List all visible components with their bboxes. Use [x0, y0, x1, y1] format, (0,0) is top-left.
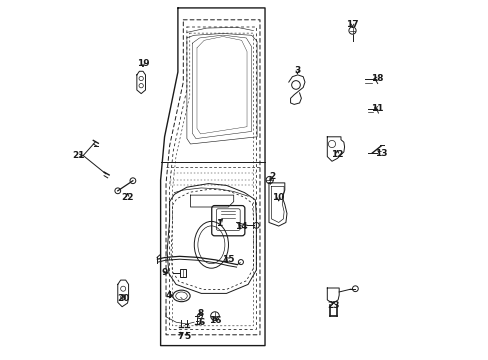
Text: 23: 23 [327, 301, 339, 310]
Text: 11: 11 [371, 104, 383, 112]
Text: 22: 22 [121, 193, 134, 202]
Text: 9: 9 [161, 269, 167, 277]
Text: 7: 7 [177, 332, 183, 341]
Text: 1: 1 [216, 219, 222, 228]
Text: 13: 13 [374, 149, 387, 158]
Text: 21: 21 [72, 151, 84, 160]
Text: 4: 4 [165, 291, 172, 300]
Text: 5: 5 [183, 332, 190, 341]
Text: 3: 3 [294, 66, 300, 75]
Text: 2: 2 [268, 172, 275, 181]
Text: 17: 17 [346, 20, 358, 29]
Text: 15: 15 [222, 255, 234, 264]
Bar [179, 269, 186, 277]
Text: 19: 19 [136, 58, 149, 68]
Text: 14: 14 [234, 222, 247, 231]
Text: 20: 20 [118, 294, 130, 303]
Text: 18: 18 [371, 74, 383, 83]
Text: 8: 8 [197, 309, 203, 318]
Text: 12: 12 [330, 150, 343, 159]
Text: 10: 10 [272, 193, 285, 202]
Text: 16: 16 [208, 316, 221, 325]
Text: 6: 6 [198, 318, 204, 327]
